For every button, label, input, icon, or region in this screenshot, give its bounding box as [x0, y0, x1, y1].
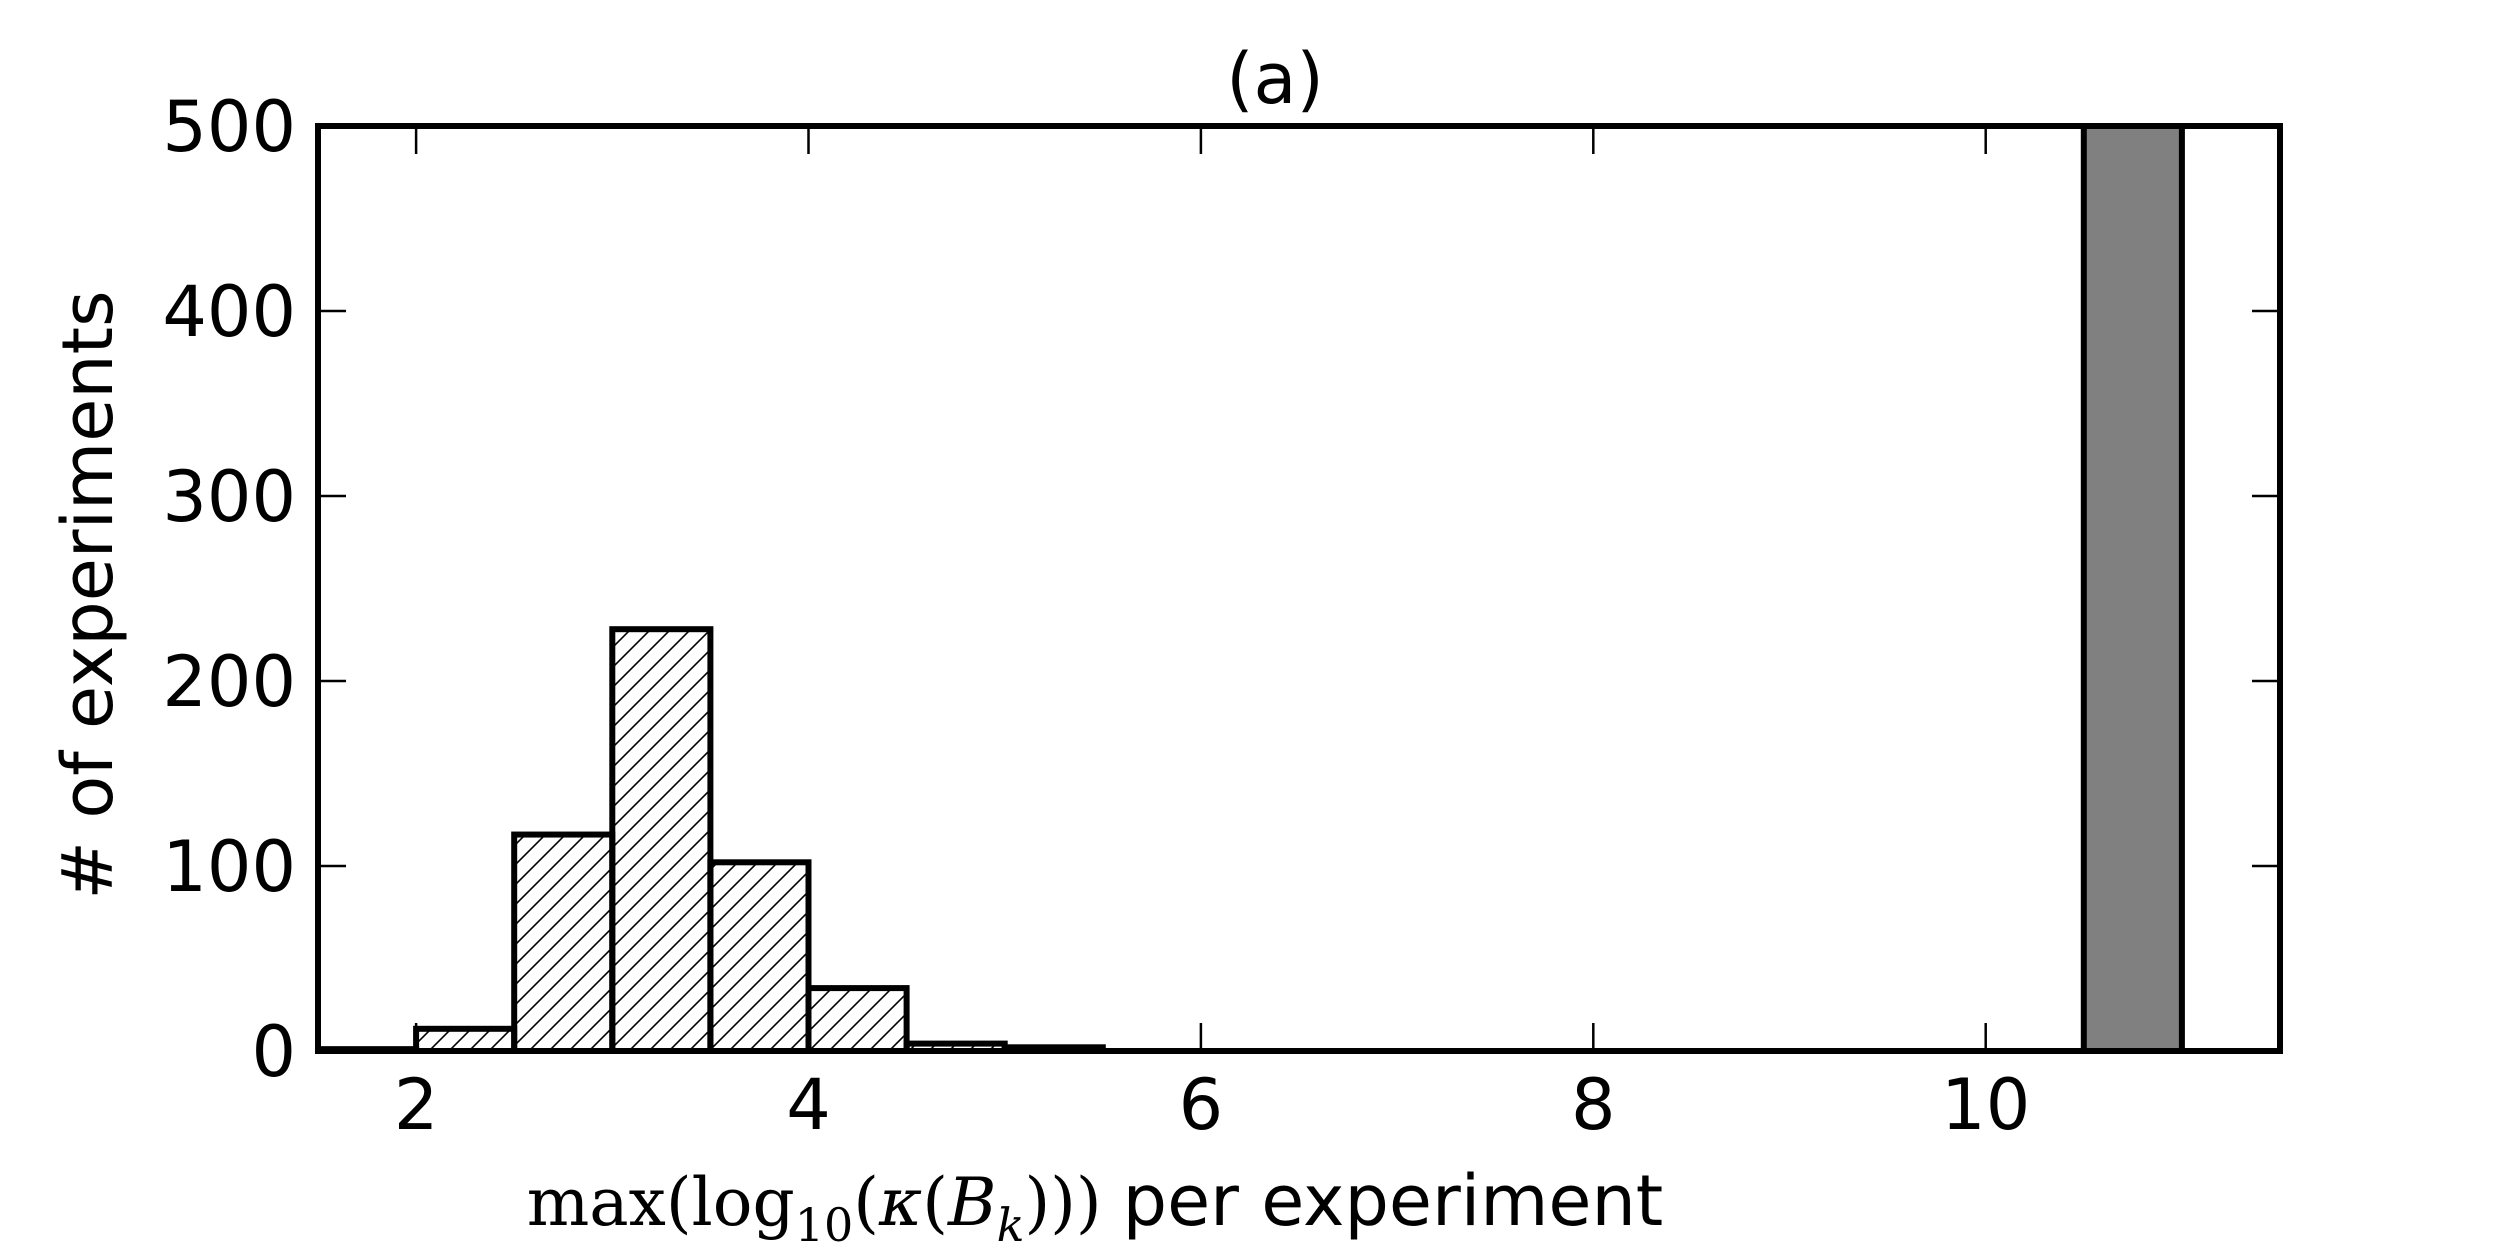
- y-tick-label: 100: [162, 826, 296, 908]
- plot-frame: [315, 123, 2283, 1054]
- x-tick-label: 8: [1571, 1064, 1616, 1146]
- x-axis-text: per experiment: [1123, 1160, 1664, 1242]
- hatched-bar-2: [511, 831, 616, 1054]
- x-tick-label: 10: [1941, 1064, 2030, 1146]
- solid-bar-0: [2080, 123, 2185, 1054]
- y-tick-label: 400: [162, 271, 296, 353]
- hatched-bar-5: [805, 985, 910, 1054]
- y-axis-label: # of experiments: [47, 290, 129, 899]
- x-tick-label: 4: [786, 1064, 831, 1146]
- y-tick-label: 300: [162, 456, 296, 538]
- x-tick-label: 6: [1179, 1064, 1224, 1146]
- hatched-bar-3: [609, 626, 714, 1054]
- y-tick-label: 500: [162, 86, 296, 168]
- hatched-bar-4: [707, 859, 812, 1054]
- bars-group: [315, 123, 2185, 1055]
- y-tick-label: 200: [162, 641, 296, 723]
- hatched-bar-1: [413, 1025, 518, 1055]
- x-tick-label: 2: [394, 1064, 439, 1146]
- chart-title: (a): [1226, 38, 1324, 120]
- y-tick-label: 0: [251, 1011, 296, 1093]
- x-axis-math: max(log: [527, 1164, 795, 1241]
- x-axis-label: max(log10(κ(Bk))) per experiment: [527, 1160, 1664, 1250]
